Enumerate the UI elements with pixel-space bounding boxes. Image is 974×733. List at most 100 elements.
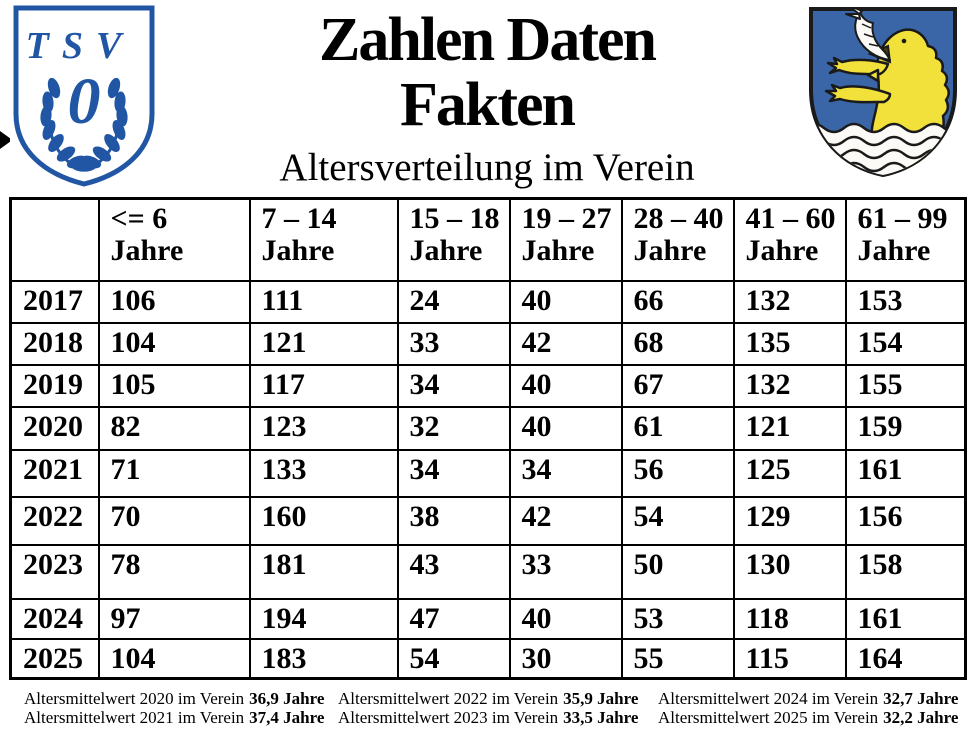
avg-age-value: 32,7 Jahre: [883, 689, 959, 708]
header-cell: 28 – 40 Jahre: [620, 197, 735, 282]
table-row: 2017 106 111 24 40 66 132 153: [9, 279, 967, 324]
year-cell: 2020: [9, 405, 100, 451]
value-cell: 42: [508, 495, 623, 546]
value-cell: 111: [248, 279, 399, 324]
avg-age-value: 32,2 Jahre: [883, 708, 959, 727]
tsv-numeral: 0: [68, 65, 101, 138]
header-cell: 41 – 60 Jahre: [732, 197, 847, 282]
value-cell: 132: [732, 279, 847, 324]
value-cell: 121: [732, 405, 847, 451]
avg-age-stat: Altersmittelwert 2024 im Verein 32,7 Jahr…: [658, 689, 958, 708]
value-cell: 71: [97, 448, 251, 498]
value-cell: 56: [620, 448, 735, 498]
value-cell: 40: [508, 597, 623, 640]
shield-icon: [13, 5, 155, 187]
footer-stats-column-3: Altersmittelwert 2024 im Verein 32,7 Jahr…: [658, 689, 958, 727]
value-cell: 164: [844, 637, 967, 680]
header-cell-empty: [9, 197, 100, 282]
value-cell: 153: [844, 279, 967, 324]
table-row: 2019 105 117 34 40 67 132 155: [9, 363, 967, 408]
waves-icon: [811, 122, 955, 175]
avg-age-label: Altersmittelwert 2020 im Verein: [24, 689, 245, 708]
value-cell: 161: [844, 448, 967, 498]
table-row: 2022 70 160 38 42 54 129 156: [9, 495, 967, 546]
header-cell: 15 – 18 Jahre: [396, 197, 511, 282]
tsv-letters: TSV: [26, 25, 135, 67]
table-header-row: <= 6 Jahre 7 – 14 Jahre 15 – 18 Jahre 19…: [9, 197, 967, 282]
avg-age-value: 37,4 Jahre: [249, 708, 325, 727]
value-cell: 34: [396, 448, 511, 498]
value-cell: 40: [508, 363, 623, 408]
header-cell: 61 – 99 Jahre: [844, 197, 967, 282]
avg-age-value: 35,9 Jahre: [563, 689, 639, 708]
value-cell: 50: [620, 543, 735, 600]
value-cell: 155: [844, 363, 967, 408]
value-cell: 104: [97, 637, 251, 680]
value-cell: 54: [620, 495, 735, 546]
value-cell: 33: [396, 321, 511, 366]
value-cell: 40: [508, 405, 623, 451]
year-cell: 2017: [9, 279, 100, 324]
avg-age-stat: Altersmittelwert 2020 im Verein 36,9 Jahr…: [24, 689, 324, 708]
value-cell: 117: [248, 363, 399, 408]
value-cell: 115: [732, 637, 847, 680]
table-row: 2020 82 123 32 40 61 121 159: [9, 405, 967, 451]
table-row: 2025 104 183 54 30 55 115 164: [9, 637, 967, 680]
avg-age-label: Altersmittelwert 2025 im Verein: [658, 708, 879, 727]
avg-age-label: Altersmittelwert 2024 im Verein: [658, 689, 879, 708]
value-cell: 106: [97, 279, 251, 324]
footer-stats-column-2: Altersmittelwert 2022 im Verein 35,9 Jahr…: [338, 689, 638, 727]
header-cell: 19 – 27 Jahre: [508, 197, 623, 282]
value-cell: 133: [248, 448, 399, 498]
coat-of-arms-icon: [809, 7, 957, 178]
table-row: 2024 97 194 47 40 53 118 161: [9, 597, 967, 640]
value-cell: 181: [248, 543, 399, 600]
value-cell: 42: [508, 321, 623, 366]
value-cell: 40: [508, 279, 623, 324]
value-cell: 34: [396, 363, 511, 408]
value-cell: 34: [508, 448, 623, 498]
value-cell: 66: [620, 279, 735, 324]
value-cell: 156: [844, 495, 967, 546]
footer-stats-column-1: Altersmittelwert 2020 im Verein 36,9 Jahr…: [24, 689, 324, 727]
year-cell: 2023: [9, 543, 100, 600]
value-cell: 82: [97, 405, 251, 451]
avg-age-label: Altersmittelwert 2023 im Verein: [338, 708, 559, 727]
scan-artifact: [0, 131, 10, 149]
fish-icon: [845, 9, 891, 61]
value-cell: 53: [620, 597, 735, 640]
year-cell: 2024: [9, 597, 100, 640]
page-subtitle: Altersverteilung im Verein: [279, 146, 695, 189]
value-cell: 67: [620, 363, 735, 408]
value-cell: 194: [248, 597, 399, 640]
avg-age-stat: Altersmittelwert 2025 im Verein 32,2 Jahr…: [658, 708, 958, 727]
value-cell: 158: [844, 543, 967, 600]
avg-age-label: Altersmittelwert 2021 im Verein: [24, 708, 245, 727]
value-cell: 130: [732, 543, 847, 600]
value-cell: 97: [97, 597, 251, 640]
value-cell: 104: [97, 321, 251, 366]
age-distribution-table: <= 6 Jahre 7 – 14 Jahre 15 – 18 Jahre 19…: [9, 197, 967, 680]
page-title-line2: Fakten: [400, 71, 576, 139]
value-cell: 43: [396, 543, 511, 600]
page-title-line1: Zahlen Daten: [319, 6, 657, 74]
value-cell: 30: [508, 637, 623, 680]
avg-age-value: 36,9 Jahre: [249, 689, 325, 708]
avg-age-stat: Altersmittelwert 2022 im Verein 35,9 Jahr…: [338, 689, 638, 708]
avg-age-stat: Altersmittelwert 2023 im Verein 33,5 Jahr…: [338, 708, 638, 727]
header-cell: <= 6 Jahre: [97, 197, 251, 282]
avg-age-value: 33,5 Jahre: [563, 708, 639, 727]
value-cell: 132: [732, 363, 847, 408]
value-cell: 121: [248, 321, 399, 366]
year-cell: 2019: [9, 363, 100, 408]
year-cell: 2022: [9, 495, 100, 546]
value-cell: 129: [732, 495, 847, 546]
value-cell: 54: [396, 637, 511, 680]
tsv-club-badge-icon: TSV 0: [13, 5, 155, 187]
value-cell: 159: [844, 405, 967, 451]
title-block: Zahlen Daten Fakten Altersverteilung im …: [163, 8, 811, 190]
value-cell: 183: [248, 637, 399, 680]
value-cell: 160: [248, 495, 399, 546]
value-cell: 154: [844, 321, 967, 366]
